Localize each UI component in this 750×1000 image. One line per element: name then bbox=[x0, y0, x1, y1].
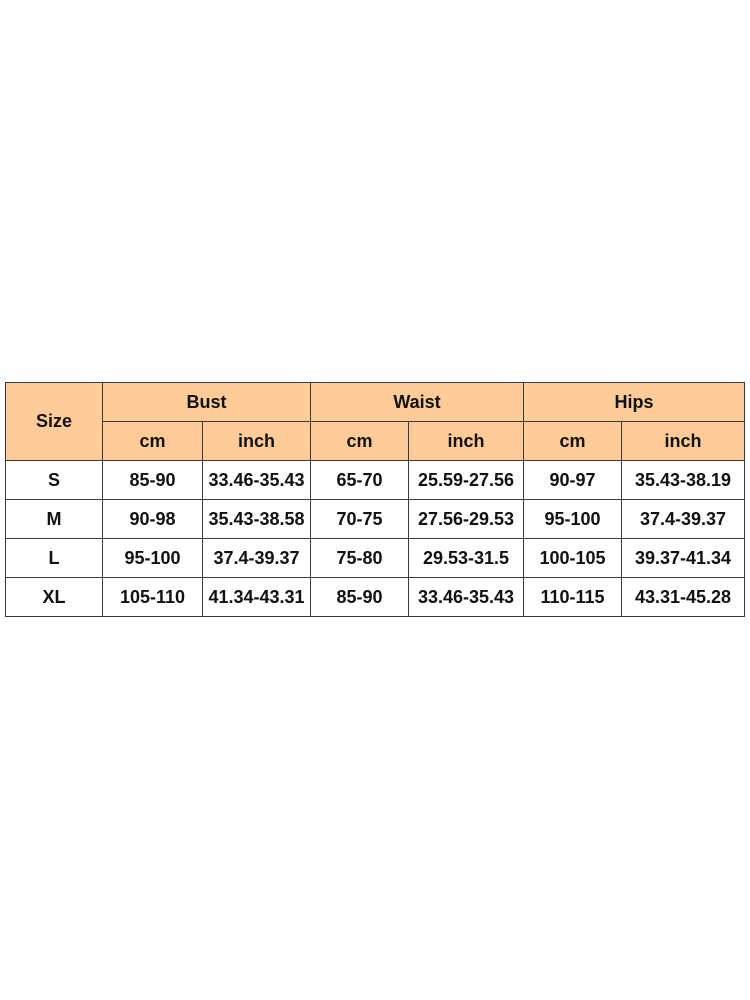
measurement-cell: 100-105 bbox=[523, 538, 622, 578]
measurement-cell: 27.56-29.53 bbox=[408, 499, 524, 539]
unit-header-row: cm inch cm inch cm inch bbox=[6, 421, 745, 461]
unit-header: inch bbox=[621, 421, 745, 461]
waist-header: Waist bbox=[310, 382, 524, 422]
table-row: L 95-100 37.4-39.37 75-80 29.53-31.5 100-105 3… bbox=[5, 538, 745, 578]
size-cell: L bbox=[5, 538, 103, 578]
table-row: XL 105-110 41.34-43.31 85-90 33.46-35.43 110-… bbox=[5, 577, 745, 617]
measurement-cell: 25.59-27.56 bbox=[408, 460, 524, 500]
measurement-cell: 39.37-41.34 bbox=[621, 538, 745, 578]
measurement-cell: 65-70 bbox=[310, 460, 409, 500]
measurement-cell: 90-98 bbox=[102, 499, 203, 539]
size-chart-table: Size Bust Waist Hips cm inch cm inch cm … bbox=[5, 382, 745, 617]
measurement-cell: 33.46-35.43 bbox=[408, 577, 524, 617]
measurement-cell: 33.46-35.43 bbox=[202, 460, 311, 500]
measurement-cell: 70-75 bbox=[310, 499, 409, 539]
measurement-cell: 37.4-39.37 bbox=[202, 538, 311, 578]
measurement-cell: 75-80 bbox=[310, 538, 409, 578]
table-row: S 85-90 33.46-35.43 65-70 25.59-27.56 90-97 35… bbox=[5, 460, 745, 500]
size-cell: XL bbox=[5, 577, 103, 617]
unit-header: cm bbox=[523, 421, 622, 461]
unit-header: cm bbox=[102, 421, 203, 461]
measurement-cell: 90-97 bbox=[523, 460, 622, 500]
size-cell: M bbox=[5, 499, 103, 539]
hips-header: Hips bbox=[523, 382, 745, 422]
measurement-cell: 85-90 bbox=[102, 460, 203, 500]
measurement-cell: 41.34-43.31 bbox=[202, 577, 311, 617]
measurement-cell: 105-110 bbox=[102, 577, 203, 617]
measurement-cell: 95-100 bbox=[102, 538, 203, 578]
measurement-cell: 37.4-39.37 bbox=[621, 499, 745, 539]
table-row: M 90-98 35.43-38.58 70-75 27.56-29.53 95-100 3… bbox=[5, 499, 745, 539]
measurement-cell: 110-115 bbox=[523, 577, 622, 617]
measurement-cell: 29.53-31.5 bbox=[408, 538, 524, 578]
size-cell: S bbox=[5, 460, 103, 500]
unit-header: inch bbox=[408, 421, 524, 461]
unit-header: cm bbox=[310, 421, 409, 461]
bust-header: Bust bbox=[102, 382, 311, 422]
measurement-cell: 43.31-45.28 bbox=[621, 577, 745, 617]
measurement-cell: 35.43-38.58 bbox=[202, 499, 311, 539]
group-header-row: Size Bust Waist Hips bbox=[5, 382, 745, 461]
size-header: Size bbox=[5, 382, 103, 461]
measurement-cell: 85-90 bbox=[310, 577, 409, 617]
unit-header: inch bbox=[202, 421, 311, 461]
measurement-cell: 35.43-38.19 bbox=[621, 460, 745, 500]
measurement-cell: 95-100 bbox=[523, 499, 622, 539]
